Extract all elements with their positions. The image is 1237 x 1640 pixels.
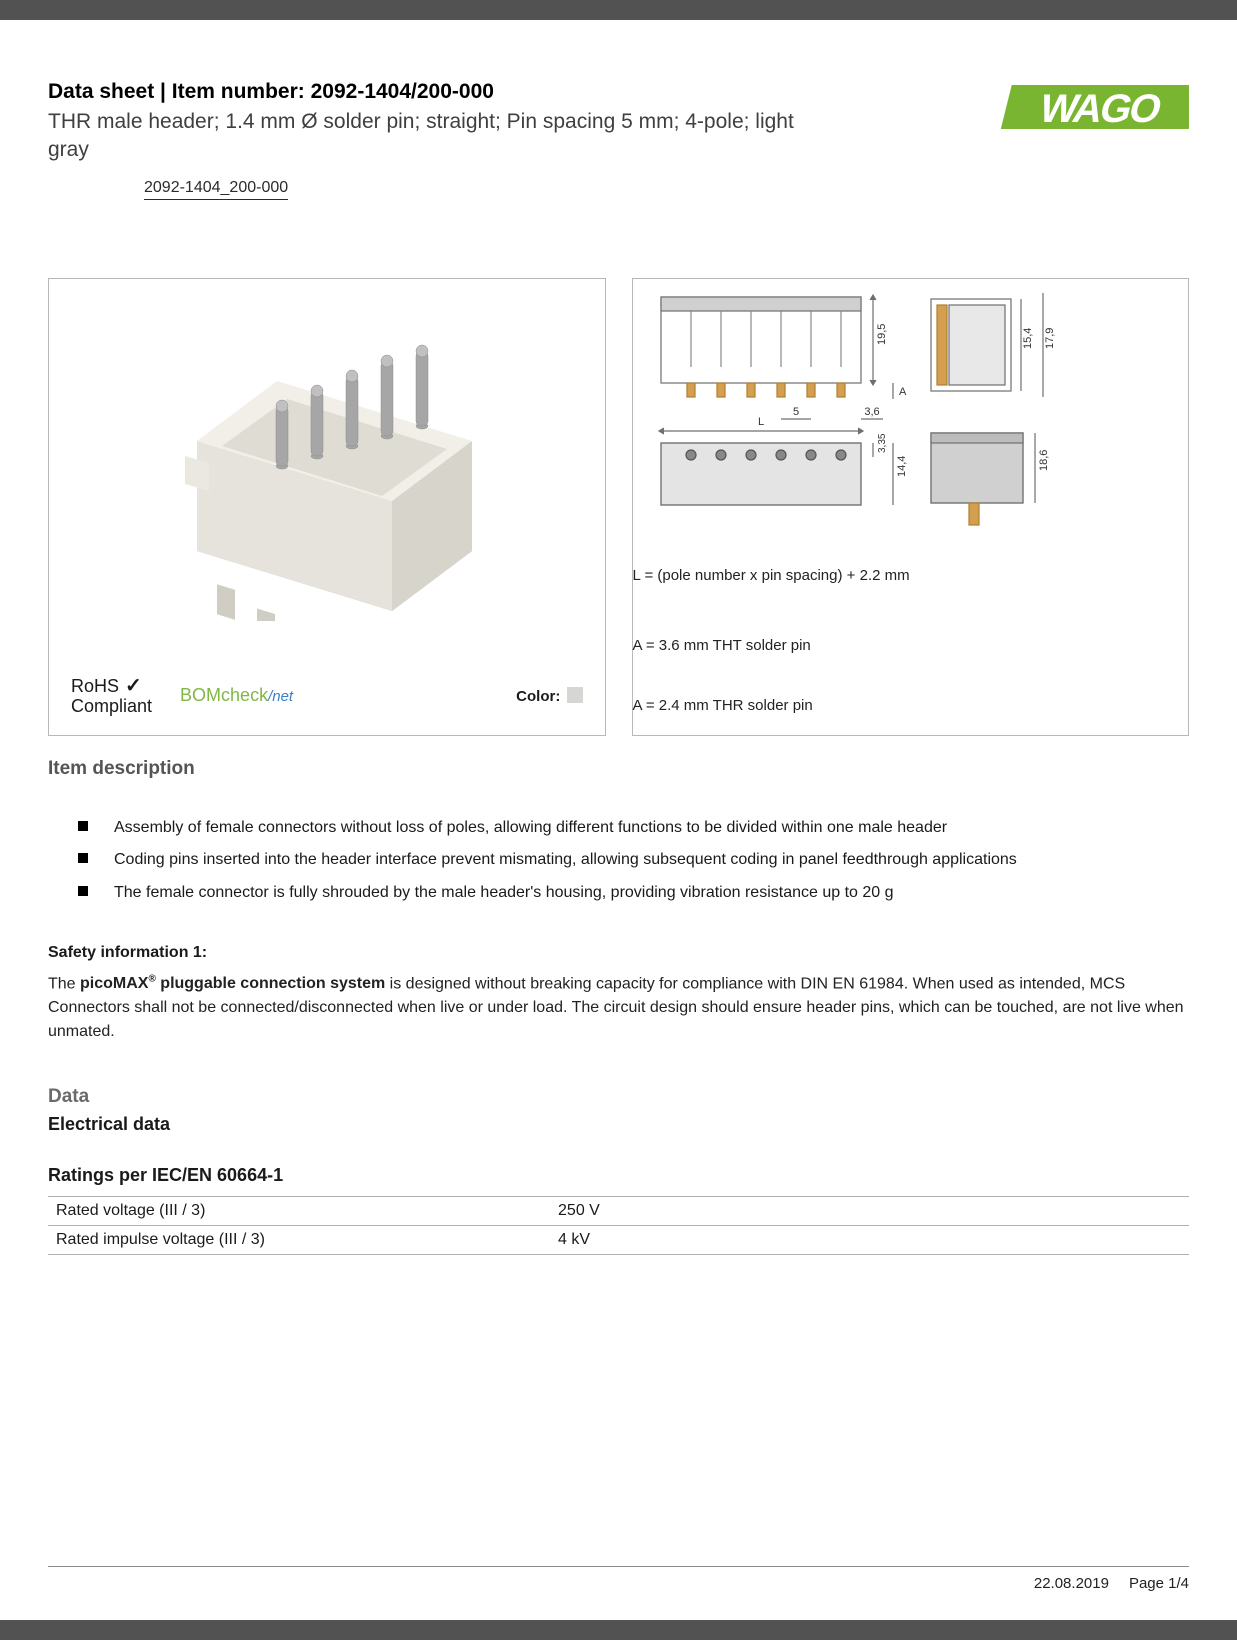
formula-L: L = (pole number x pin spacing) + 2.2 mm <box>633 567 910 584</box>
svg-text:19,5: 19,5 <box>876 323 888 344</box>
svg-text:A: A <box>899 386 907 398</box>
bullet-item: Coding pins inserted into the header int… <box>78 848 1189 873</box>
rating-label: Rated voltage (III / 3) <box>48 1197 550 1226</box>
description-bullets: Assembly of female connectors without lo… <box>48 816 1189 906</box>
header-left: Data sheet | Item number: 2092-1404/200-… <box>48 80 989 200</box>
rating-label: Rated impulse voltage (III / 3) <box>48 1226 550 1255</box>
electrical-data-heading: Electrical data <box>48 1114 1189 1135</box>
datasheet-page: Data sheet | Item number: 2092-1404/200-… <box>0 20 1237 1620</box>
rating-value: 4 kV <box>550 1226 1189 1255</box>
safety-heading: Safety information 1: <box>48 944 1189 962</box>
subtitle: THR male header; 1.4 mm Ø solder pin; st… <box>48 108 808 165</box>
bomcheck-text: BOMcheck <box>180 685 268 705</box>
svg-text:3,6: 3,6 <box>864 406 879 418</box>
color-swatch <box>567 687 583 703</box>
formula-A-tht: A = 3.6 mm THT solder pin <box>633 637 811 654</box>
ratings-heading: Ratings per IEC/EN 60664-1 <box>48 1165 1189 1186</box>
rohs-badge: RoHS ✓ Compliant <box>71 675 152 717</box>
title-prefix: Data sheet | Item number: <box>48 80 311 103</box>
svg-text:14,4: 14,4 <box>896 455 908 476</box>
ratings-table: Rated voltage (III / 3) 250 V Rated impu… <box>48 1196 1189 1255</box>
compliance-row: RoHS ✓ Compliant BOMcheck/net <box>71 675 293 717</box>
rohs-compliant: Compliant <box>71 696 152 716</box>
item-number: 2092-1404/200-000 <box>311 80 494 103</box>
safety-pre: The <box>48 975 80 992</box>
title-line: Data sheet | Item number: 2092-1404/200-… <box>48 80 989 104</box>
bomcheck-logo: BOMcheck/net <box>180 685 293 706</box>
check-icon: ✓ <box>125 675 142 697</box>
table-row: Rated impulse voltage (III / 3) 4 kV <box>48 1226 1189 1255</box>
formula-A-thr: A = 2.4 mm THR solder pin <box>633 697 813 714</box>
svg-text:3,35: 3,35 <box>877 433 888 453</box>
color-indicator: Color: <box>516 687 582 705</box>
safety-bold: picoMAX <box>80 975 148 992</box>
safety-text: The picoMAX® pluggable connection system… <box>48 972 1189 1044</box>
svg-text:18,6: 18,6 <box>1038 449 1050 470</box>
wago-logo: WAGO <box>989 80 1189 134</box>
bomcheck-net: /net <box>268 688 293 705</box>
footer-page: Page 1/4 <box>1129 1575 1189 1592</box>
color-label-text: Color: <box>516 688 560 705</box>
svg-text:17,9: 17,9 <box>1044 327 1056 348</box>
part-link[interactable]: 2092-1404_200-000 <box>144 179 288 200</box>
rating-value: 250 V <box>550 1197 1189 1226</box>
safety-bold-suffix: pluggable connection system <box>156 975 385 992</box>
bullet-item: The female connector is fully shrouded b… <box>78 881 1189 906</box>
technical-drawing-panel: 19,5 A 15,4 17,9 <box>632 278 1190 736</box>
product-render <box>167 291 487 621</box>
footer-date: 22.08.2019 <box>1034 1575 1109 1592</box>
svg-text:WAGO: WAGO <box>1035 86 1165 131</box>
svg-text:15,4: 15,4 <box>1022 327 1034 348</box>
table-row: Rated voltage (III / 3) 250 V <box>48 1197 1189 1226</box>
header: Data sheet | Item number: 2092-1404/200-… <box>48 80 1189 200</box>
svg-text:L: L <box>757 416 763 428</box>
item-description-heading: Item description <box>48 758 1189 780</box>
product-image-panel: RoHS ✓ Compliant BOMcheck/net Color: <box>48 278 606 736</box>
data-heading: Data <box>48 1086 1189 1108</box>
svg-text:5: 5 <box>792 406 798 418</box>
technical-drawing: 19,5 A 15,4 17,9 <box>641 287 1181 547</box>
bullet-item: Assembly of female connectors without lo… <box>78 816 1189 841</box>
rohs-label: RoHS <box>71 676 119 696</box>
page-footer: 22.08.2019 Page 1/4 <box>48 1566 1189 1592</box>
panels-row: RoHS ✓ Compliant BOMcheck/net Color: <box>48 278 1189 736</box>
